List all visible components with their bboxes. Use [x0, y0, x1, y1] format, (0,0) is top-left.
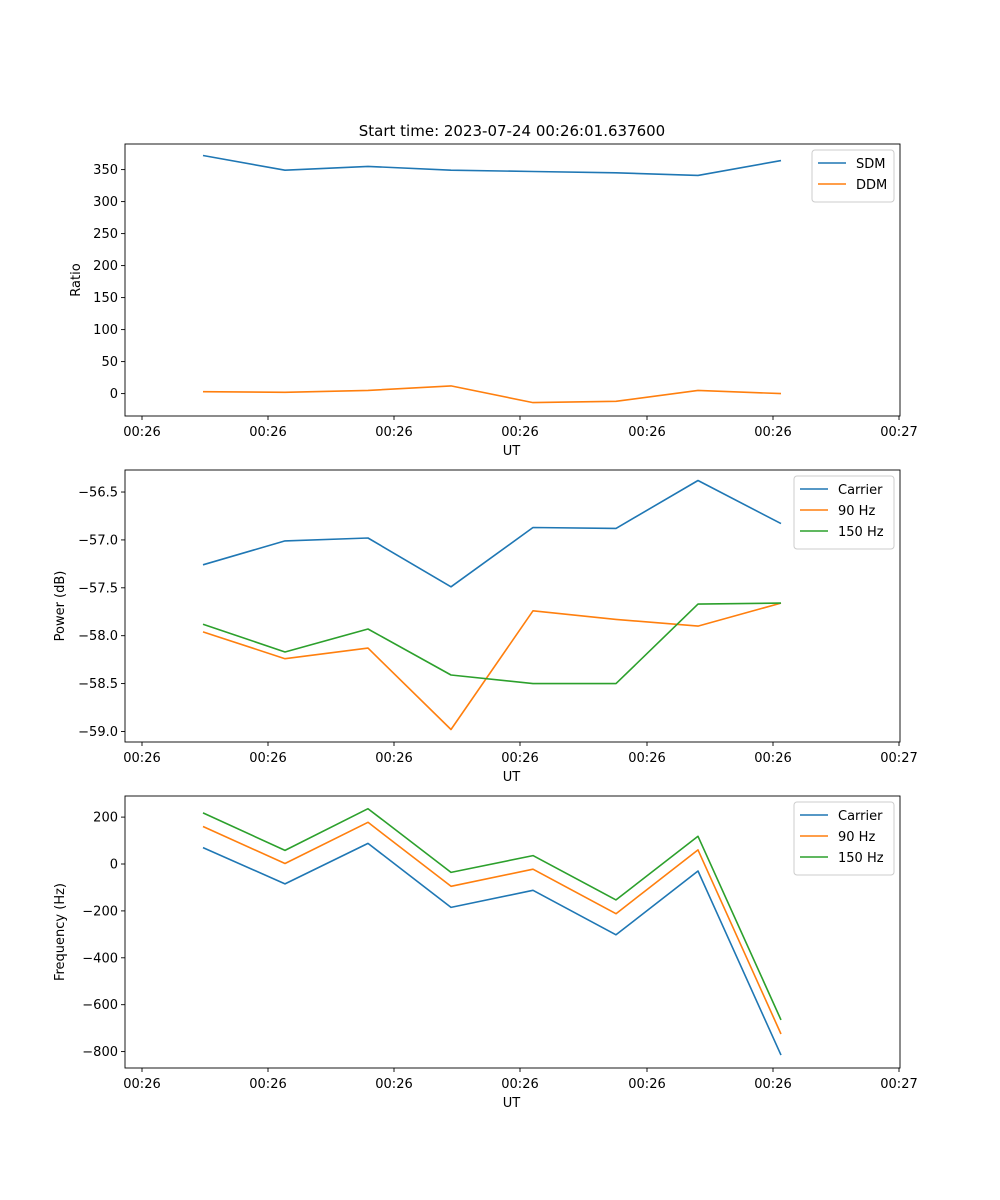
y-axis-label: Power (dB) — [53, 571, 68, 642]
y-tick-label: 150 — [93, 291, 118, 306]
figure-title: Start time: 2023-07-24 00:26:01.637600 — [359, 122, 665, 140]
x-tick-label: 00:26 — [123, 1077, 160, 1092]
x-axis-label: UT — [503, 770, 521, 785]
series-line-carrier — [202, 842, 782, 1056]
y-tick-label: −58.0 — [78, 629, 118, 644]
axes-frame — [124, 469, 901, 743]
panels: 0 50 100 150 200 250 300 350 00:26 00:26 00:26 00:2… — [53, 143, 918, 1111]
x-tick-label: 00:26 — [249, 751, 286, 766]
legend: SDM DDM — [811, 149, 895, 203]
x-tick-label: 00:26 — [628, 425, 665, 440]
legend-label: 150 Hz — [838, 851, 884, 866]
x-tick-label: 00:27 — [880, 425, 917, 440]
y-tick-label: −56.5 — [78, 486, 118, 501]
x-tick-label: 00:26 — [375, 751, 412, 766]
panel-3: −800 −600 −400 −200 0 200 00:26 00:26 00:26 00:26… — [53, 795, 918, 1111]
series-line-90-hz — [202, 821, 782, 1035]
legend: Carrier 90 Hz 150 Hz — [793, 801, 895, 876]
y-tick-label: −200 — [82, 904, 118, 919]
legend-label: 90 Hz — [838, 504, 875, 519]
series-line-90-hz — [202, 602, 782, 731]
x-tick-label: 00:26 — [501, 1077, 538, 1092]
legend-label: Carrier — [838, 809, 883, 824]
y-tick-label: −57.5 — [78, 581, 118, 596]
x-tick-label: 00:26 — [628, 1077, 665, 1092]
y-tick-label: −800 — [82, 1045, 118, 1060]
x-tick-label: 00:27 — [880, 751, 917, 766]
legend-label: 90 Hz — [838, 830, 875, 845]
series-line-ddm — [202, 385, 782, 404]
y-tick-label: 0 — [110, 387, 118, 402]
x-tick-label: 00:27 — [880, 1077, 917, 1092]
panel-1: 0 50 100 150 200 250 300 350 00:26 00:26 00:26 00:2… — [69, 143, 918, 459]
series-line-150-hz — [202, 807, 782, 1021]
x-tick-label: 00:26 — [123, 751, 160, 766]
x-tick-label: 00:26 — [501, 751, 538, 766]
y-tick-label: 350 — [93, 163, 118, 178]
legend-label: Carrier — [838, 483, 883, 498]
y-tick-label: −400 — [82, 951, 118, 966]
x-tick-label: 00:26 — [754, 425, 791, 440]
x-axis-label: UT — [503, 444, 521, 459]
legend-label: DDM — [856, 178, 887, 193]
x-tick-label: 00:26 — [249, 425, 286, 440]
y-tick-label: 50 — [101, 355, 118, 370]
x-tick-label: 00:26 — [123, 425, 160, 440]
y-tick-label: 250 — [93, 227, 118, 242]
axes-frame — [124, 143, 901, 417]
x-tick-label: 00:26 — [375, 1077, 412, 1092]
y-tick-label: 200 — [93, 259, 118, 274]
y-axis-label: Ratio — [69, 263, 84, 296]
x-tick-label: 00:26 — [501, 425, 538, 440]
y-tick-label: 0 — [110, 858, 118, 873]
axes-frame — [124, 795, 901, 1069]
series-line-150-hz — [202, 602, 782, 685]
x-axis-label: UT — [503, 1096, 521, 1111]
y-tick-label: 200 — [93, 811, 118, 826]
y-axis-label: Frequency (Hz) — [53, 883, 68, 981]
y-tick-label: −600 — [82, 998, 118, 1013]
x-tick-label: 00:26 — [754, 751, 791, 766]
y-tick-label: 100 — [93, 323, 118, 338]
y-tick-label: −59.0 — [78, 725, 118, 740]
y-tick-label: −58.5 — [78, 677, 118, 692]
y-tick-label: 300 — [93, 195, 118, 210]
x-tick-label: 00:26 — [375, 425, 412, 440]
x-tick-label: 00:26 — [249, 1077, 286, 1092]
y-tick-label: −57.0 — [78, 533, 118, 548]
panel-2: −59.0 −58.5 −58.0 −57.5 −57.0 −56.5 00:26 00:26… — [53, 469, 918, 785]
series-line-carrier — [202, 479, 782, 588]
series-line-sdm — [202, 154, 782, 177]
x-tick-label: 00:26 — [628, 751, 665, 766]
legend: Carrier 90 Hz 150 Hz — [793, 475, 895, 550]
legend-label: SDM — [856, 157, 885, 172]
legend-label: 150 Hz — [838, 525, 884, 540]
x-tick-label: 00:26 — [754, 1077, 791, 1092]
